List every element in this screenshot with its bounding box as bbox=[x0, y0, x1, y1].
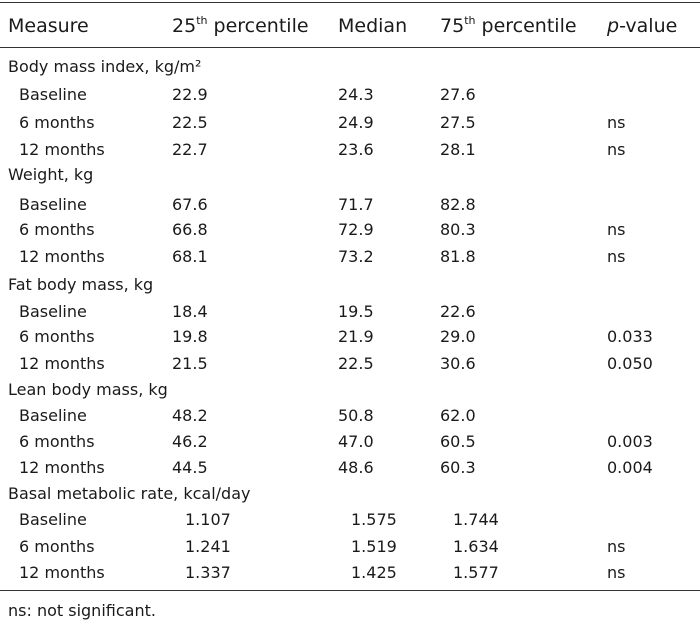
p75-value: 80.3 bbox=[440, 220, 476, 239]
p-value: 0.033 bbox=[607, 327, 653, 346]
median-value: 19.5 bbox=[338, 302, 374, 321]
p25-value: 21.5 bbox=[172, 354, 208, 373]
p25-value: 19.8 bbox=[172, 327, 208, 346]
p75-value: 1.744 bbox=[453, 510, 499, 529]
row-label: 12 months bbox=[19, 140, 105, 159]
header-pvalue-text: -value bbox=[619, 15, 678, 37]
header-p25: 25th percentile bbox=[172, 14, 309, 37]
header-p25-number: 25 bbox=[172, 15, 197, 37]
group-title: Basal metabolic rate, kcal/day bbox=[8, 484, 251, 503]
p25-value: 68.1 bbox=[172, 247, 208, 266]
row-label: 12 months bbox=[19, 458, 105, 477]
group-title: Fat body mass, kg bbox=[8, 275, 154, 294]
p75-value: 60.5 bbox=[440, 432, 476, 451]
header-measure-text: Measure bbox=[8, 15, 89, 37]
median-value: 23.6 bbox=[338, 140, 374, 159]
p75-value: 62.0 bbox=[440, 406, 476, 425]
row-label: Baseline bbox=[19, 195, 87, 214]
p-value: 0.004 bbox=[607, 458, 653, 477]
p-value: ns bbox=[607, 140, 626, 159]
header-measure: Measure bbox=[8, 17, 89, 36]
median-value: 21.9 bbox=[338, 327, 374, 346]
p25-value: 22.7 bbox=[172, 140, 208, 159]
p25-value: 18.4 bbox=[172, 302, 208, 321]
p25-value: 44.5 bbox=[172, 458, 208, 477]
row-label: 6 months bbox=[19, 327, 95, 346]
p75-value: 27.6 bbox=[440, 85, 476, 104]
median-value: 1.519 bbox=[351, 537, 397, 556]
group-title: Weight, kg bbox=[8, 165, 94, 184]
row-label: 12 months bbox=[19, 354, 105, 373]
header-median-text: Median bbox=[338, 15, 408, 37]
p-value: 0.003 bbox=[607, 432, 653, 451]
median-value: 73.2 bbox=[338, 247, 374, 266]
table-footnote: ns: not significant. bbox=[8, 601, 156, 620]
header-p75: 75th percentile bbox=[440, 14, 577, 37]
median-value: 71.7 bbox=[338, 195, 374, 214]
row-label: Baseline bbox=[19, 85, 87, 104]
p75-value: 81.8 bbox=[440, 247, 476, 266]
row-label: 6 months bbox=[19, 537, 95, 556]
table-top-rule bbox=[0, 2, 700, 3]
p75-value: 28.1 bbox=[440, 140, 476, 159]
p75-value: 60.3 bbox=[440, 458, 476, 477]
p75-value: 30.6 bbox=[440, 354, 476, 373]
group-title: Body mass index, kg/m² bbox=[8, 57, 202, 76]
p25-value: 1.337 bbox=[185, 563, 231, 582]
median-value: 50.8 bbox=[338, 406, 374, 425]
median-value: 48.6 bbox=[338, 458, 374, 477]
header-p25-text: percentile bbox=[207, 15, 309, 37]
p75-value: 22.6 bbox=[440, 302, 476, 321]
median-value: 24.9 bbox=[338, 113, 374, 132]
p25-value: 22.9 bbox=[172, 85, 208, 104]
header-p75-sup: th bbox=[464, 14, 476, 27]
median-value: 72.9 bbox=[338, 220, 374, 239]
p25-value: 48.2 bbox=[172, 406, 208, 425]
p25-value: 1.241 bbox=[185, 537, 231, 556]
row-label: Baseline bbox=[19, 302, 87, 321]
p-value: ns bbox=[607, 220, 626, 239]
row-label: Baseline bbox=[19, 510, 87, 529]
p-value: ns bbox=[607, 537, 626, 556]
row-label: Baseline bbox=[19, 406, 87, 425]
median-value: 47.0 bbox=[338, 432, 374, 451]
header-median: Median bbox=[338, 17, 407, 36]
row-label: 12 months bbox=[19, 563, 105, 582]
p75-value: 27.5 bbox=[440, 113, 476, 132]
header-bottom-rule bbox=[0, 47, 700, 48]
p75-value: 1.577 bbox=[453, 563, 499, 582]
p-value: 0.050 bbox=[607, 354, 653, 373]
header-pvalue: p-value bbox=[607, 17, 677, 36]
median-value: 1.425 bbox=[351, 563, 397, 582]
p25-value: 67.6 bbox=[172, 195, 208, 214]
p25-value: 46.2 bbox=[172, 432, 208, 451]
header-p75-text: percentile bbox=[475, 15, 577, 37]
median-value: 22.5 bbox=[338, 354, 374, 373]
header-p75-number: 75 bbox=[440, 15, 465, 37]
p75-value: 82.8 bbox=[440, 195, 476, 214]
p-value: ns bbox=[607, 563, 626, 582]
p25-value: 1.107 bbox=[185, 510, 231, 529]
p-value: ns bbox=[607, 113, 626, 132]
p25-value: 66.8 bbox=[172, 220, 208, 239]
table-bottom-rule bbox=[0, 590, 700, 591]
group-title: Lean body mass, kg bbox=[8, 380, 168, 399]
header-p25-sup: th bbox=[196, 14, 208, 27]
row-label: 6 months bbox=[19, 113, 95, 132]
median-value: 24.3 bbox=[338, 85, 374, 104]
row-label: 12 months bbox=[19, 247, 105, 266]
row-label: 6 months bbox=[19, 432, 95, 451]
p75-value: 1.634 bbox=[453, 537, 499, 556]
p25-value: 22.5 bbox=[172, 113, 208, 132]
row-label: 6 months bbox=[19, 220, 95, 239]
median-value: 1.575 bbox=[351, 510, 397, 529]
header-pvalue-italic: p bbox=[607, 15, 620, 37]
p-value: ns bbox=[607, 247, 626, 266]
p75-value: 29.0 bbox=[440, 327, 476, 346]
